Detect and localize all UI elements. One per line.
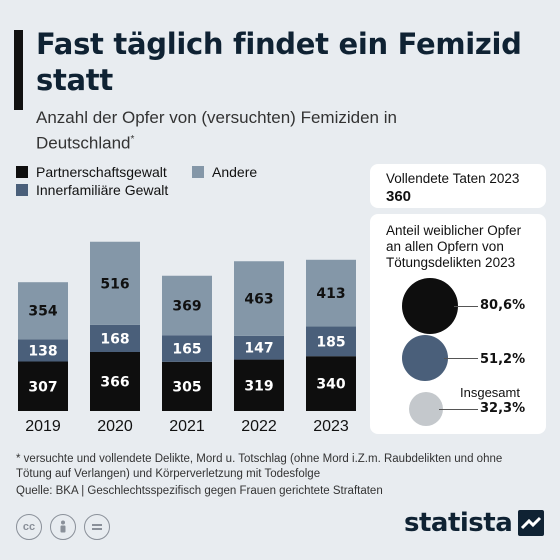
data-label-andere-2019: 354 [28, 304, 57, 320]
bar-partnerschaft-2020 [90, 352, 140, 411]
legend-swatch-andere [192, 166, 204, 178]
share-value-insgesamt: 32,3% [480, 401, 526, 416]
insgesamt-label: Insgesamt [460, 385, 520, 400]
nd-icon[interactable] [84, 514, 110, 540]
bar-partnerschaft-2023 [306, 356, 356, 411]
logo-text: statista [404, 508, 513, 538]
footnote: * versuchte und vollendete Delikte, Mord… [16, 453, 503, 480]
bar-innerfamiliaer-2020 [90, 324, 140, 353]
panel-vollendete-taten: Vollendete Taten 2023 360 [370, 164, 546, 208]
x-tick-label-2023: 2023 [313, 418, 349, 435]
share-value-innerfamiliaer: 51,2% [480, 352, 526, 367]
x-tick-label-2020: 2020 [97, 418, 133, 435]
statista-logo-icon [518, 510, 545, 536]
legend-swatch-partnerschaft [16, 166, 28, 178]
subtitle-text: Anzahl der Opfer von (versuchten) Femizi… [36, 108, 397, 153]
legend-label-partnerschaft: Partnerschaftsgewalt [36, 164, 167, 180]
by-icon[interactable] [50, 514, 76, 540]
x-tick-label-2019: 2019 [25, 418, 61, 435]
vollendete-taten-value: 360 [386, 188, 412, 205]
license-icons: cc [16, 514, 110, 540]
legend-item-partnerschaft: Partnerschaftsgewalt [16, 164, 167, 180]
legend-swatch-innerfamiliaer [16, 184, 28, 196]
legend-label-andere: Andere [212, 164, 258, 180]
x-tick-label-2022: 2022 [241, 418, 277, 435]
share-dot-innerfamiliaer [402, 335, 448, 381]
share-connector-insgesamt [439, 409, 478, 410]
x-tick-label-2021: 2021 [169, 418, 205, 435]
share-dot-partnerschaft [402, 278, 458, 334]
bar-innerfamiliaer-2022 [234, 335, 284, 360]
data-label-innerfamiliaer-2020: 168 [100, 331, 129, 347]
panel-anteil-weiblicher-opfer: Anteil weiblicher Opfer an allen Opfern … [370, 214, 546, 434]
share-connector-partnerschaft [454, 306, 478, 307]
bar-innerfamiliaer-2019 [18, 339, 68, 362]
bar-partnerschaft-2021 [162, 361, 212, 411]
share-dot-insgesamt [409, 392, 443, 426]
data-label-partnerschaft-2019: 307 [28, 379, 57, 395]
data-label-andere-2021: 369 [172, 298, 201, 314]
bar-innerfamiliaer-2023 [306, 326, 356, 357]
data-label-partnerschaft-2022: 319 [244, 378, 273, 394]
bar-andere-2023 [306, 259, 356, 327]
data-label-partnerschaft-2021: 305 [172, 379, 201, 395]
bar-andere-2021 [162, 275, 212, 336]
data-label-partnerschaft-2020: 366 [100, 375, 129, 391]
title-accent-bar [14, 30, 23, 110]
data-label-innerfamiliaer-2019: 138 [28, 343, 57, 359]
data-label-andere-2023: 413 [316, 286, 345, 302]
bar-partnerschaft-2019 [18, 361, 68, 411]
share-connector-innerfamiliaer [444, 358, 478, 359]
legend-item-andere: Andere [192, 164, 257, 180]
cc-icon[interactable]: cc [16, 514, 42, 540]
data-label-innerfamiliaer-2022: 147 [244, 341, 273, 357]
chart-subtitle: Anzahl der Opfer von (versuchten) Femizi… [36, 107, 456, 155]
bar-andere-2019 [18, 282, 68, 340]
legend-item-innerfamiliaer: Innerfamiliäre Gewalt [16, 182, 168, 198]
vollendete-taten-label: Vollendete Taten 2023 [386, 171, 520, 186]
share-value-partnerschaft: 80,6% [480, 298, 526, 313]
bar-innerfamiliaer-2021 [162, 335, 212, 362]
subtitle-footnote-mark: * [130, 134, 135, 145]
bar-partnerschaft-2022 [234, 359, 284, 411]
source: Quelle: BKA | Geschlechtsspezifisch gege… [16, 485, 383, 497]
data-label-innerfamiliaer-2023: 185 [316, 334, 345, 350]
statista-logo[interactable]: statista [404, 508, 545, 538]
chart-title: Fast täglich findet ein Femizid statt [36, 27, 522, 97]
bar-andere-2022 [234, 261, 284, 336]
legend-label-innerfamiliaer: Innerfamiliäre Gewalt [36, 182, 169, 198]
data-label-innerfamiliaer-2021: 165 [172, 342, 201, 358]
data-label-andere-2022: 463 [244, 292, 273, 308]
anteil-heading: Anteil weiblicher Opfer an allen Opfern … [386, 223, 522, 270]
bar-andere-2020 [90, 241, 140, 325]
data-label-partnerschaft-2023: 340 [316, 377, 345, 393]
data-label-andere-2020: 516 [100, 276, 129, 292]
